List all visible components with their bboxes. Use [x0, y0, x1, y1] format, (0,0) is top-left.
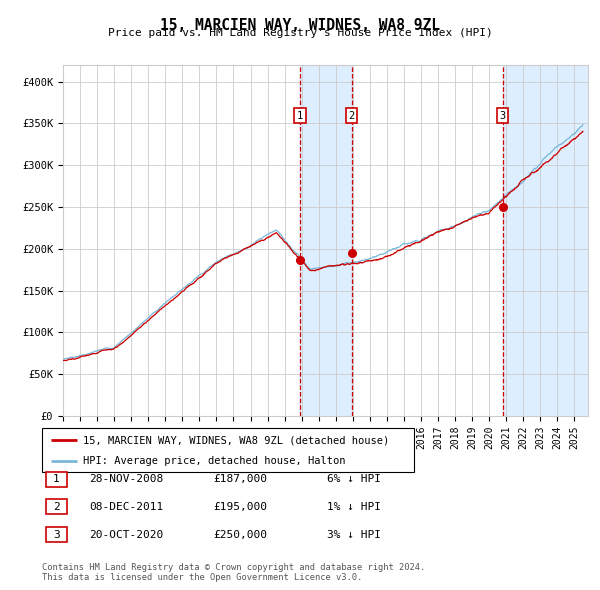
Text: 2: 2 [349, 111, 355, 121]
Text: Contains HM Land Registry data © Crown copyright and database right 2024.
This d: Contains HM Land Registry data © Crown c… [42, 563, 425, 582]
Text: 6% ↓ HPI: 6% ↓ HPI [327, 474, 381, 484]
Text: 20-OCT-2020: 20-OCT-2020 [89, 530, 163, 539]
Bar [300, 65, 352, 416]
Text: 08-DEC-2011: 08-DEC-2011 [89, 502, 163, 512]
Text: HPI: Average price, detached house, Halton: HPI: Average price, detached house, Halt… [83, 456, 346, 466]
Text: £250,000: £250,000 [213, 530, 267, 539]
Text: 2: 2 [53, 502, 60, 512]
Text: 15, MARCIEN WAY, WIDNES, WA8 9ZL (detached house): 15, MARCIEN WAY, WIDNES, WA8 9ZL (detach… [83, 435, 389, 445]
Text: 3: 3 [499, 111, 506, 121]
Text: 28-NOV-2008: 28-NOV-2008 [89, 474, 163, 484]
Text: 15, MARCIEN WAY, WIDNES, WA8 9ZL: 15, MARCIEN WAY, WIDNES, WA8 9ZL [160, 18, 440, 32]
FancyBboxPatch shape [46, 471, 67, 487]
Text: 3% ↓ HPI: 3% ↓ HPI [327, 530, 381, 539]
FancyBboxPatch shape [42, 428, 414, 472]
FancyBboxPatch shape [46, 527, 67, 542]
Text: 1: 1 [297, 111, 303, 121]
Text: 1: 1 [53, 474, 60, 484]
FancyBboxPatch shape [46, 499, 67, 514]
Bar [503, 65, 588, 416]
Text: £195,000: £195,000 [213, 502, 267, 512]
Text: £187,000: £187,000 [213, 474, 267, 484]
Text: 3: 3 [53, 530, 60, 539]
Text: Price paid vs. HM Land Registry's House Price Index (HPI): Price paid vs. HM Land Registry's House … [107, 28, 493, 38]
Text: 1% ↓ HPI: 1% ↓ HPI [327, 502, 381, 512]
